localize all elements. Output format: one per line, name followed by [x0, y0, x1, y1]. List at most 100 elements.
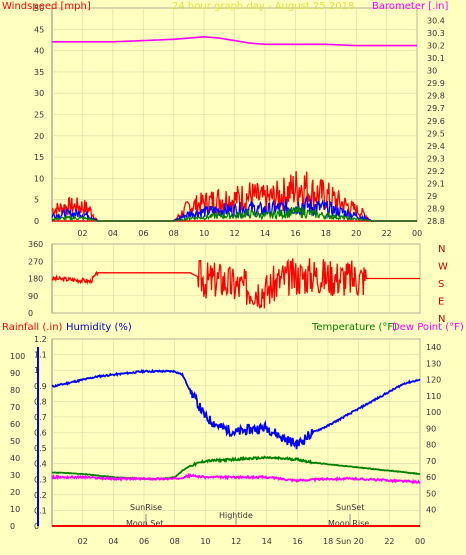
y-tick-label: 180 — [28, 275, 43, 284]
y-tick-label-right: 30 — [427, 67, 437, 76]
annotation-label: SunSet — [336, 503, 364, 512]
y-tick-label-rain: 1.2 — [34, 335, 47, 344]
y-tick-label-right: 30.2 — [427, 42, 445, 51]
x-tick-label: 00 — [412, 229, 422, 238]
y-tick-label-temp: 140 — [426, 343, 441, 352]
y-tick-label: 270 — [28, 257, 43, 266]
compass-label: S — [438, 279, 444, 290]
y-tick-label-humidity: 40 — [10, 454, 20, 463]
y-tick-label-right: 29.9 — [427, 79, 445, 88]
y-tick-label-right: 28.9 — [427, 204, 445, 213]
annotation-label: Moon Rise — [328, 519, 369, 528]
y-tick-label-right: 29.3 — [427, 154, 445, 163]
y-tick-label-left: 25 — [34, 111, 44, 120]
y-tick-label-left: 35 — [34, 68, 44, 77]
y-tick-label-rain: 0.5 — [34, 444, 47, 453]
y-tick-label-temp: 130 — [426, 359, 441, 368]
x-tick-label: 10 — [199, 229, 209, 238]
series-wind-direction — [51, 258, 420, 309]
y-tick-label-right: 30.1 — [427, 54, 445, 63]
y-tick-label: 360 — [28, 240, 43, 249]
x-tick-label: 12 — [231, 537, 241, 546]
series-barometer — [52, 35, 417, 47]
y-tick-label-left: 10 — [34, 174, 44, 183]
right-axis-title: Barometer [.in] — [372, 1, 448, 12]
y-tick-label-right: 30.3 — [427, 29, 445, 38]
x-tick-label: 20 — [351, 229, 361, 238]
x-tick-label: 00 — [415, 537, 425, 546]
x-tick-label: 04 — [108, 537, 118, 546]
chart-title: 24 hour graph day - August 25 2018 — [172, 1, 354, 12]
x-tick-label: 20 — [354, 537, 364, 546]
y-tick-label-left: 0 — [34, 217, 39, 226]
x-tick-label: 06 — [139, 537, 149, 546]
y-tick-label-humidity: 60 — [10, 420, 20, 429]
y-tick-label-left: 15 — [34, 153, 44, 162]
x-tick-label: 22 — [382, 229, 392, 238]
x-tick-label: 18 — [323, 537, 333, 546]
annotation-label: Moon Set — [126, 519, 163, 528]
compass-label: W — [438, 262, 448, 273]
y-tick-label-right: 28.8 — [427, 217, 445, 226]
series-temperature — [51, 455, 421, 481]
temperature-axis-title: Temperature (°F) — [311, 322, 397, 333]
y-tick-label-rain: 0.2 — [34, 491, 47, 500]
y-tick-label: 90 — [28, 292, 38, 301]
y-tick-label-rain: 1.1 — [34, 351, 47, 360]
x-tick-label: 14 — [262, 537, 272, 546]
y-tick-label: 0 — [28, 309, 33, 318]
x-tick-label: 14 — [260, 229, 270, 238]
y-tick-label-right: 30.4 — [427, 17, 445, 26]
y-tick-label-right: 29.7 — [427, 104, 445, 113]
y-tick-label-rain: 0.6 — [34, 429, 47, 438]
x-tick-label: 06 — [138, 229, 148, 238]
y-tick-label-humidity: 30 — [10, 471, 20, 480]
y-tick-label-left: 45 — [34, 25, 44, 34]
y-tick-label-humidity: 90 — [10, 369, 20, 378]
y-tick-label-temp: 110 — [426, 392, 441, 401]
x-tick-label: 16 — [290, 229, 300, 238]
series-average — [51, 206, 417, 222]
y-tick-label-left: 5 — [34, 196, 39, 205]
x-tick-label: 08 — [170, 537, 180, 546]
x-tick-label: 18 — [321, 229, 331, 238]
x-tick-label: 10 — [200, 537, 210, 546]
y-tick-label-left: 50 — [34, 4, 44, 13]
x-tick-label: 04 — [108, 229, 118, 238]
x-tick-label: 12 — [230, 229, 240, 238]
y-tick-label-rain: 0.9 — [34, 382, 47, 391]
y-tick-label-right: 29.8 — [427, 92, 445, 101]
annotation-label: Sun — [336, 537, 351, 546]
y-tick-label-right: 29.4 — [427, 142, 445, 151]
y-tick-label-temp: 90 — [426, 424, 436, 433]
y-tick-label-rain: 0.7 — [34, 413, 47, 422]
humidity-axis-title: Humidity (%) — [66, 322, 132, 333]
y-tick-label-humidity: 50 — [10, 437, 20, 446]
y-tick-label-left: 40 — [34, 47, 44, 56]
y-tick-label-temp: 100 — [426, 408, 441, 417]
y-tick-label-humidity: 100 — [10, 352, 25, 361]
x-tick-label: 02 — [78, 537, 88, 546]
y-tick-label-humidity: 70 — [10, 403, 20, 412]
x-tick-label: 08 — [169, 229, 179, 238]
y-tick-label-temp: 40 — [426, 506, 436, 515]
y-tick-label-temp: 80 — [426, 441, 436, 450]
compass-label: N — [438, 314, 445, 325]
y-tick-label-rain: 0.8 — [34, 397, 47, 406]
compass-label: N — [438, 244, 445, 255]
y-tick-label-left: 20 — [34, 132, 44, 141]
y-tick-label-humidity: 20 — [10, 488, 20, 497]
y-tick-label-humidity: 10 — [10, 505, 20, 514]
y-tick-label-temp: 70 — [426, 457, 436, 466]
y-tick-label-left: 30 — [34, 89, 44, 98]
y-tick-label-temp: 60 — [426, 473, 436, 482]
x-tick-label: 02 — [77, 229, 87, 238]
annotation-label: SunRise — [130, 503, 162, 512]
y-tick-label-rain: 1 — [34, 366, 39, 375]
y-tick-label-right: 29.6 — [427, 117, 445, 126]
y-tick-label-temp: 120 — [426, 376, 441, 385]
y-tick-label-right: 29.1 — [427, 179, 445, 188]
series-dewpoint — [51, 472, 421, 485]
compass-label: E — [438, 297, 444, 308]
y-tick-label-rain: 0.1 — [34, 506, 47, 515]
